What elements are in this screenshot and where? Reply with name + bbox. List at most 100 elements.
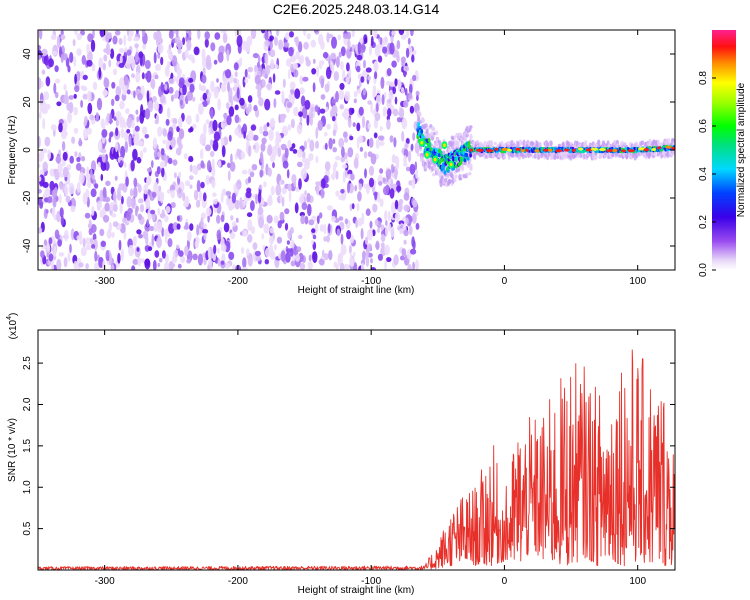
spectrogram-noise-cell xyxy=(298,111,303,117)
spectrogram-noise-cell xyxy=(263,223,270,234)
spectrogram-noise-cell xyxy=(62,151,68,161)
spectrogram-noise-cell xyxy=(124,132,128,142)
spectrogram-noise-cell xyxy=(58,122,63,133)
spectrogram-noise-cell xyxy=(288,93,292,100)
spectrogram-noise-cell xyxy=(344,218,349,225)
spectrogram-noise-cell xyxy=(212,119,218,132)
spectrogram-noise-cell xyxy=(330,173,336,180)
spectrogram-noise-cell xyxy=(338,195,345,201)
spectrogram-noise-cell xyxy=(227,170,231,182)
spectrogram-noise-cell xyxy=(126,212,132,221)
spectrogram-noise-cell xyxy=(250,124,257,131)
spectrogram-noise-cell xyxy=(298,234,303,240)
spectrogram-noise-cell xyxy=(318,60,323,70)
spectrogram-signal-halo xyxy=(518,139,523,147)
spectrogram-noise-cell xyxy=(202,92,207,101)
spectrogram-y-ticks: -40 -20 0 20 40 xyxy=(22,48,675,253)
spectrogram-noise-cell xyxy=(119,160,124,167)
spectrogram-peak-cell xyxy=(425,153,429,157)
spectrogram-noise-cell xyxy=(279,193,283,204)
spectrogram-noise-cell xyxy=(99,209,104,218)
spectrogram-noise-cell xyxy=(81,55,87,65)
spectrogram-noise-cell xyxy=(293,62,298,70)
spectrogram-noise-cell xyxy=(284,32,290,40)
spectrogram-noise-cell xyxy=(398,30,405,36)
spectrogram-noise-cell xyxy=(405,30,410,38)
spectrogram-noise-cell xyxy=(239,57,243,66)
spectrogram-noise-cell xyxy=(337,34,342,41)
spectrogram-noise-cell xyxy=(68,101,74,114)
spectrogram-noise-cell xyxy=(254,74,261,85)
spectrogram-noise-cell xyxy=(290,118,295,129)
spectrogram-noise-cell xyxy=(184,245,189,256)
spectrogram-noise-cell xyxy=(385,219,388,227)
spectrogram-noise-cell xyxy=(157,262,161,268)
spectrogram-noise-cell xyxy=(320,94,326,100)
spectrogram-noise-cell xyxy=(394,212,400,223)
spectrogram-noise-cell xyxy=(221,160,226,166)
spectrogram-signal-cell xyxy=(454,164,458,169)
spectrogram-noise-cell xyxy=(61,141,66,152)
spectrogram-signal-cell xyxy=(420,129,424,134)
spectrogram-noise-cell xyxy=(118,77,125,90)
spectrogram-noise-cell xyxy=(168,86,174,94)
spectrogram-noise-cell xyxy=(123,74,129,86)
spectrogram-noise-cell xyxy=(247,234,253,243)
spectrogram-noise-cell xyxy=(274,90,281,95)
spectrogram-noise-cell xyxy=(47,196,52,204)
spectrogram-noise-cell xyxy=(54,91,59,99)
spectrogram-noise-cell xyxy=(244,78,249,84)
spectrogram-noise-cell xyxy=(412,132,416,141)
spectrogram-noise-cell xyxy=(62,53,68,61)
spectrogram-noise-cell xyxy=(45,209,49,214)
spectrogram-noise-cell xyxy=(392,86,397,95)
spectrogram-noise-cell xyxy=(178,250,184,257)
spectrogram-noise-cell xyxy=(40,250,45,259)
spectrogram-peak-cell xyxy=(564,148,570,152)
spectrogram-noise-cell xyxy=(111,213,117,218)
spectrogram-signal-cell xyxy=(469,153,472,158)
spectrogram-x-ticks: -300 -200 -100 0 100 xyxy=(95,30,646,287)
spectrogram-noise-cell xyxy=(370,153,377,165)
spectrogram-noise-cell xyxy=(172,118,178,125)
spectrogram-noise-cell xyxy=(377,55,383,63)
spectrogram-noise-cell xyxy=(294,88,301,99)
spectrogram-noise-cell xyxy=(115,85,122,97)
spectrogram-noise-cell xyxy=(132,129,136,135)
spectrogram-noise-cell xyxy=(372,85,377,94)
spectrogram-noise-cell xyxy=(397,79,402,91)
snr-y-tick-label: 1.5 xyxy=(22,438,33,452)
spectrogram-noise-cell xyxy=(94,250,98,262)
spectrogram-noise-cell xyxy=(264,247,271,258)
spectrogram-noise-cell xyxy=(353,90,358,98)
spectrogram-noise-cell xyxy=(364,37,368,43)
spectrogram-signal-halo xyxy=(417,152,421,157)
spectrogram-x-tick-label: 0 xyxy=(502,276,508,287)
spectrogram-noise-cell xyxy=(264,40,271,47)
spectrogram-noise-cell xyxy=(50,124,57,131)
spectrogram-noise-cell xyxy=(157,43,164,54)
spectrogram-noise-cell xyxy=(233,62,239,71)
spectrogram-noise-cell xyxy=(250,200,255,212)
spectrogram-noise-cell xyxy=(56,210,61,223)
spectrogram-noise-cell xyxy=(403,204,410,212)
spectrogram-noise-cell xyxy=(374,44,381,57)
spectrogram-signal-cell xyxy=(416,134,420,140)
spectrogram-noise-cell xyxy=(396,185,402,192)
spectrogram-noise-cell xyxy=(318,258,325,266)
spectrogram-noise-cell xyxy=(114,94,120,102)
spectrogram-x-tick-label: -200 xyxy=(228,276,248,287)
spectrogram-peak-cell xyxy=(578,147,584,151)
spectrogram-noise-cell xyxy=(247,95,253,103)
spectrogram-noise-cell xyxy=(141,30,146,37)
spectrogram-noise-cell xyxy=(42,118,46,130)
snr-x-tick-label: -300 xyxy=(95,576,115,587)
spectrogram-noise-cell xyxy=(91,244,96,249)
spectrogram-noise-cell xyxy=(412,199,418,208)
spectrogram-noise-cell xyxy=(255,193,258,205)
spectrogram-x-tick-label: 100 xyxy=(629,276,646,287)
spectrogram-noise-cell xyxy=(234,83,237,93)
spectrogram-noise-cell xyxy=(177,263,182,269)
spectrogram-noise-cell xyxy=(45,76,51,87)
